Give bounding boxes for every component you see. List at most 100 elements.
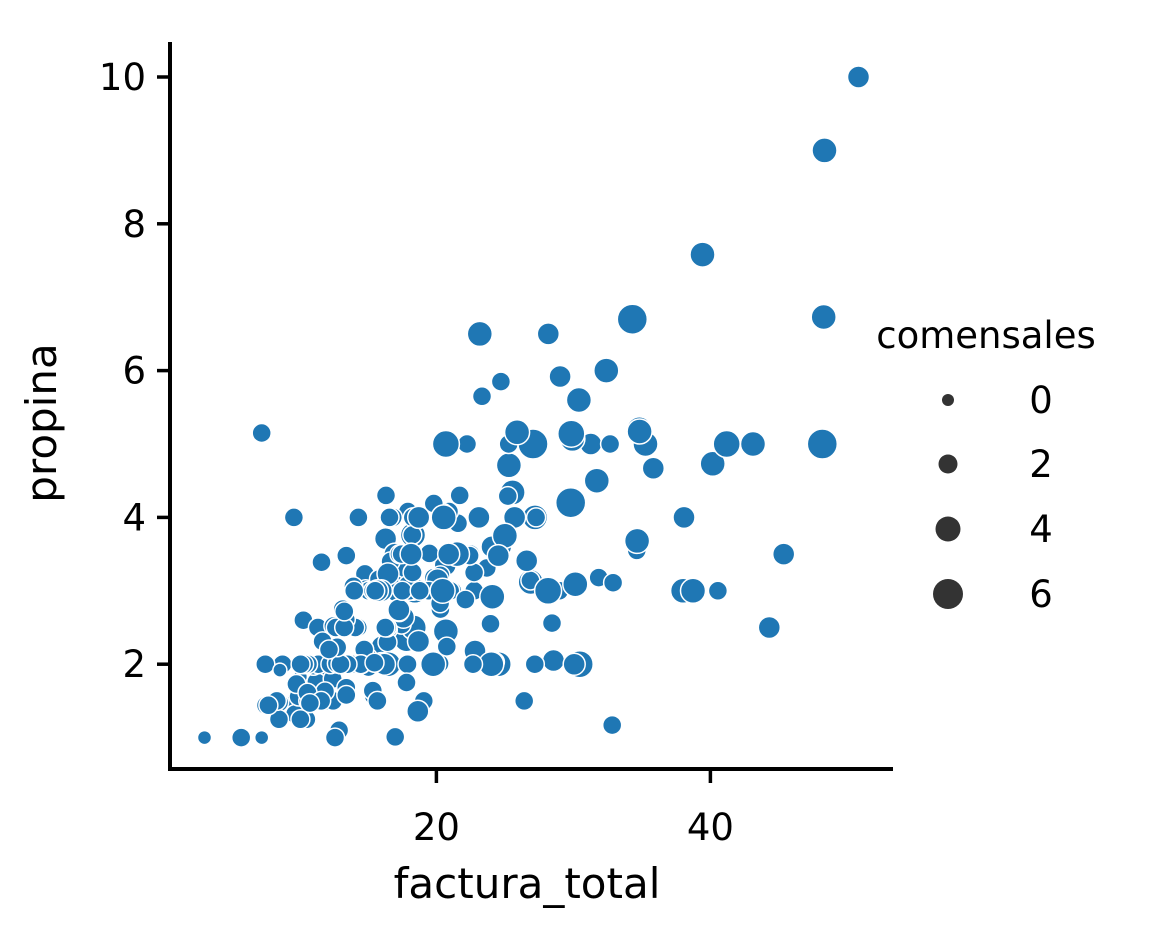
data-point	[602, 572, 624, 593]
data-point	[324, 727, 346, 748]
legend-entries: 0 2 4 6	[933, 379, 1053, 616]
data-point	[811, 137, 838, 164]
data-point	[689, 241, 716, 268]
y-tick-label: 4	[122, 496, 146, 539]
data-point	[397, 653, 418, 675]
data-point	[541, 648, 566, 673]
data-point	[290, 709, 311, 730]
data-point	[396, 672, 417, 693]
data-point	[562, 570, 589, 598]
data-point	[392, 580, 413, 602]
data-point	[196, 729, 213, 746]
y-tick-label: 2	[122, 643, 146, 686]
data-point	[419, 650, 447, 678]
data-point	[467, 505, 491, 530]
data-point	[318, 639, 340, 660]
legend-label: 2	[1029, 443, 1053, 486]
legend-marker-icon	[933, 579, 963, 609]
data-point	[601, 714, 623, 736]
data-point	[490, 371, 512, 392]
data-point	[406, 629, 431, 654]
data-point	[562, 652, 586, 676]
data-point	[471, 386, 493, 407]
data-point	[514, 548, 539, 573]
data-point	[554, 486, 587, 519]
legend-marker-icon	[938, 454, 958, 474]
data-point	[626, 418, 653, 445]
data-point	[565, 386, 593, 414]
data-point	[536, 322, 561, 346]
data-point	[290, 653, 311, 675]
x-axis-ticks: 20 40	[413, 769, 734, 849]
data-point	[593, 357, 620, 384]
data-point	[513, 690, 535, 712]
data-point	[463, 562, 485, 583]
data-point	[258, 695, 279, 716]
data-point	[375, 485, 397, 506]
data-point	[599, 433, 621, 455]
data-point	[299, 692, 321, 714]
legend-label: 4	[1029, 508, 1053, 551]
data-point	[449, 485, 470, 506]
data-point	[336, 684, 357, 706]
data-point	[480, 613, 501, 635]
data-point	[497, 485, 519, 507]
data-point	[739, 430, 767, 458]
y-tick-label: 8	[122, 203, 146, 246]
y-axis-title: propina	[17, 343, 66, 502]
data-point	[486, 543, 511, 568]
legend-title: comensales	[876, 314, 1096, 357]
data-point	[548, 364, 572, 389]
data-point	[466, 320, 494, 348]
data-point	[367, 690, 388, 712]
data-point	[495, 452, 523, 479]
legend-label: 6	[1029, 573, 1053, 616]
data-point	[533, 576, 563, 606]
data-point	[406, 699, 430, 723]
data-point	[479, 583, 506, 610]
x-axis-title: factura_total	[394, 859, 661, 908]
data-point	[343, 580, 365, 602]
data-point	[583, 467, 611, 494]
data-point	[436, 636, 458, 657]
data-point	[364, 652, 385, 673]
data-point	[251, 422, 272, 444]
y-axis-ticks: 2 4 6 8 10	[99, 56, 170, 686]
data-point	[846, 65, 871, 89]
data-point	[283, 507, 305, 528]
legend: comensales 0 2 4 6	[876, 314, 1096, 616]
data-point	[409, 580, 430, 602]
data-point	[399, 542, 423, 566]
data-point	[402, 562, 423, 583]
data-point	[757, 615, 782, 640]
y-tick-label: 10	[99, 56, 146, 99]
x-tick-label: 20	[413, 806, 460, 849]
data-point	[230, 727, 252, 748]
data-point	[436, 542, 461, 566]
data-point	[503, 419, 531, 446]
legend-marker-icon	[935, 516, 961, 542]
legend-label: 0	[1029, 379, 1053, 422]
data-point	[557, 419, 586, 448]
data-point	[379, 507, 400, 528]
data-point	[456, 433, 478, 455]
legend-marker-icon	[942, 394, 954, 406]
data-point	[336, 545, 357, 566]
data-point	[384, 726, 406, 748]
data-point	[699, 450, 726, 478]
data-point	[707, 580, 729, 602]
x-tick-label: 40	[687, 806, 734, 849]
data-point	[387, 598, 411, 622]
data-point	[375, 617, 396, 638]
data-point	[616, 303, 649, 335]
data-point	[462, 653, 484, 675]
data-point	[712, 429, 741, 459]
y-tick-label: 6	[122, 350, 146, 393]
data-point	[806, 428, 839, 460]
data-point	[311, 551, 332, 573]
data-point	[334, 601, 355, 622]
data-point	[255, 653, 276, 675]
data-point	[272, 662, 288, 678]
data-point	[525, 507, 547, 528]
